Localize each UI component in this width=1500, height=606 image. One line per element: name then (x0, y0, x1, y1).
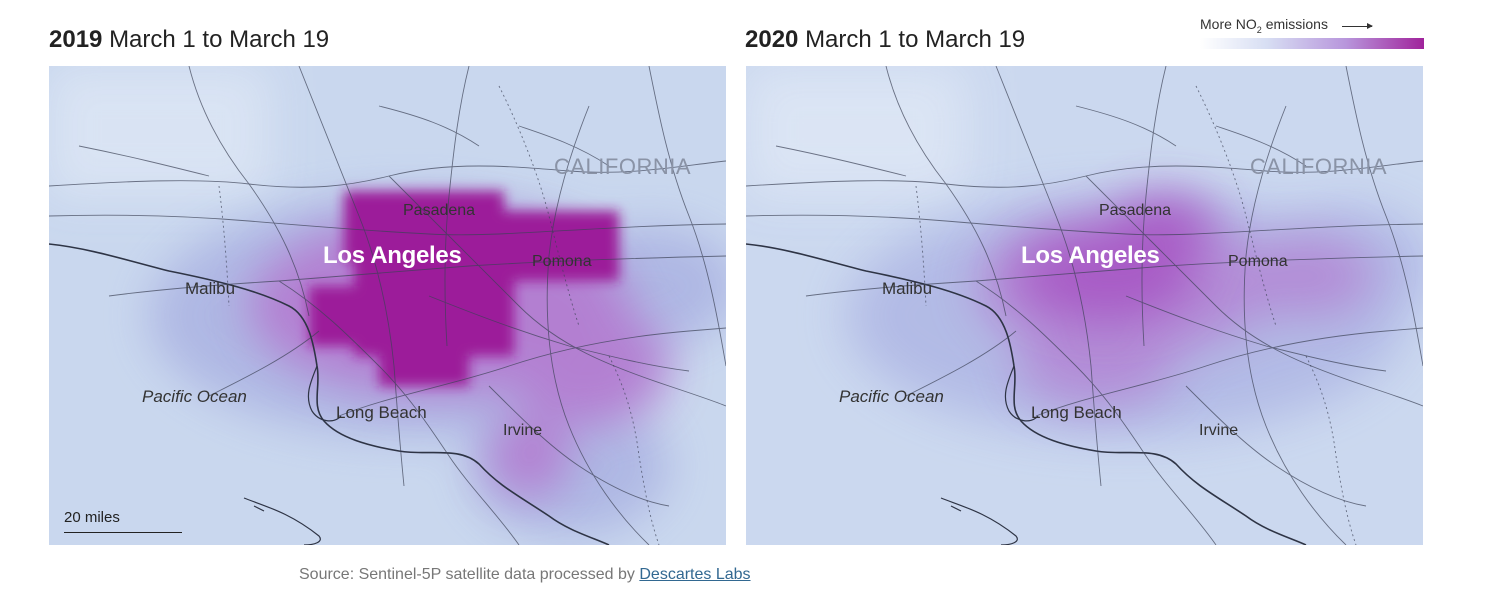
coastline (49, 243, 610, 545)
panel-title-2019: 2019 March 1 to March 19 (49, 26, 329, 54)
label-pasadena: Pasadena (403, 202, 476, 219)
source-link[interactable]: Descartes Labs (639, 566, 751, 583)
source-note: Source: Sentinel-5P satellite data proce… (299, 566, 751, 584)
label-malibu: Malibu (882, 279, 933, 298)
label-california: CALIFORNIA (554, 154, 692, 179)
label-pomona: Pomona (1228, 253, 1288, 270)
label-los-angeles: Los Angeles (1021, 242, 1160, 269)
label-pacific-ocean: Pacific Ocean (142, 387, 247, 406)
arrow-right-icon (1342, 23, 1373, 29)
label-pacific-ocean: Pacific Ocean (839, 387, 944, 406)
label-pasadena: Pasadena (1099, 202, 1172, 219)
label-pomona: Pomona (532, 253, 592, 270)
map-2020: CALIFORNIA Pasadena Los Angeles Pomona M… (746, 66, 1423, 545)
label-los-angeles: Los Angeles (323, 242, 462, 269)
county-lines (218, 85, 660, 545)
panel-year: 2019 (49, 26, 103, 53)
map-2019-graphic (49, 66, 726, 545)
coastline (746, 243, 1307, 545)
roads (746, 66, 1423, 545)
source-text: Source: Sentinel-5P satellite data proce… (299, 566, 640, 583)
scale-line (64, 532, 182, 533)
label-irvine: Irvine (503, 422, 543, 439)
panel-period: March 1 to March 19 (109, 26, 330, 53)
panel-title-2020: 2020 March 1 to March 19 (745, 26, 1025, 54)
label-irvine: Irvine (1199, 422, 1239, 439)
county-lines (915, 85, 1357, 545)
label-long-beach: Long Beach (336, 403, 427, 422)
emissions-high (309, 191, 619, 386)
label-malibu: Malibu (185, 279, 236, 298)
emissions-high (1016, 196, 1216, 321)
panel-year: 2020 (745, 26, 799, 53)
legend-label: More NO2 emissions (1200, 16, 1328, 35)
panel-period: March 1 to March 19 (805, 26, 1026, 53)
label-california: CALIFORNIA (1250, 154, 1388, 179)
map-2019: CALIFORNIA Pasadena Los Angeles Pomona M… (49, 66, 726, 545)
legend-gradient-bar (1200, 38, 1424, 49)
map-2020-graphic (746, 66, 1423, 545)
scale-label: 20 miles (64, 509, 120, 526)
roads (49, 66, 726, 545)
label-long-beach: Long Beach (1031, 403, 1122, 422)
